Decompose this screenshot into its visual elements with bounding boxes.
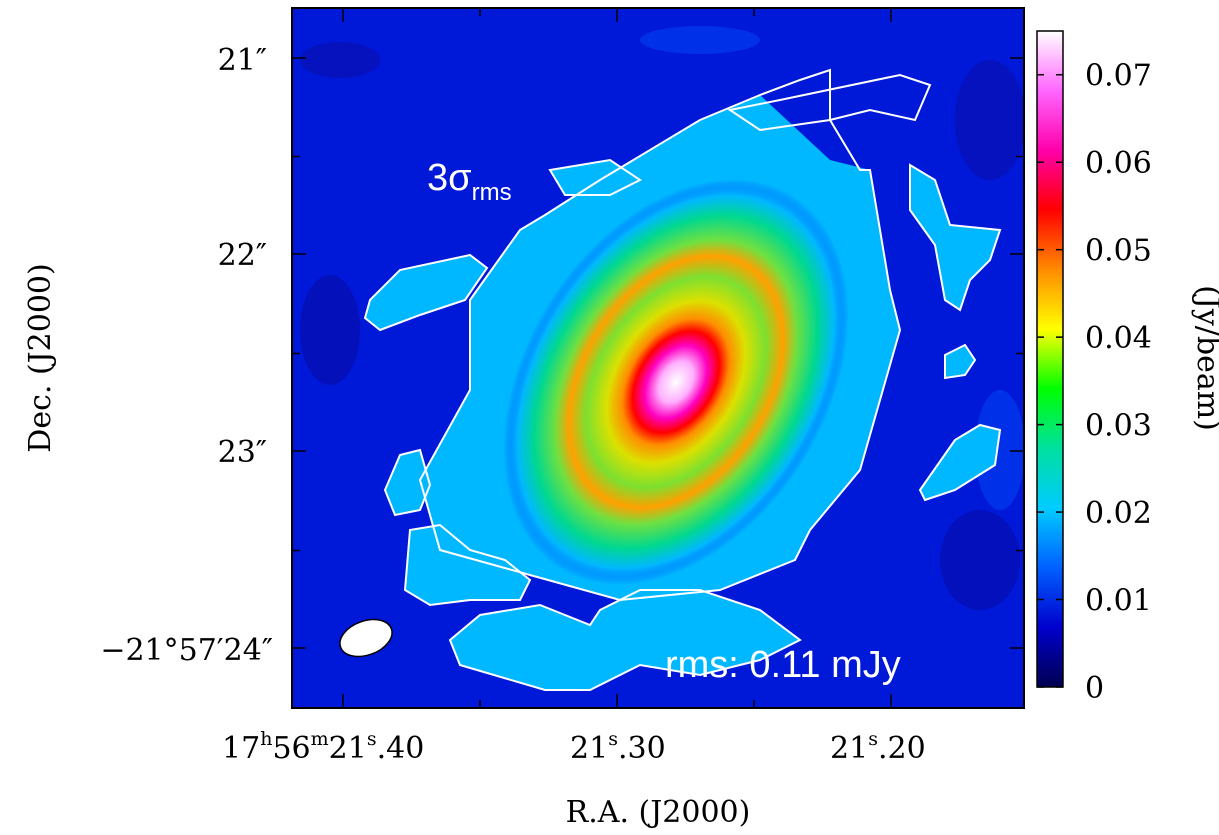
contour-region-4 — [920, 425, 1000, 500]
rms-annotation: rms: 0.11 mJy — [665, 644, 901, 686]
contour-level-annotation: 3σrms — [427, 157, 512, 206]
beam-ellipse — [339, 618, 393, 658]
colorbar-label: (Jy/beam) — [1190, 285, 1219, 431]
colorbar-tick-label: 0 — [1085, 671, 1104, 706]
colorbar-tick-label: 0.01 — [1085, 584, 1152, 619]
colorbar-tick-label: 0.03 — [1085, 409, 1152, 444]
y-tick-label: 23″ — [218, 435, 267, 470]
y-tick-label: −21°57′24″ — [100, 633, 273, 668]
colorbar-gradient — [1036, 30, 1064, 688]
axis-ticks — [292, 8, 1024, 708]
contour-3sigma — [363, 68, 1002, 691]
contour-region-7 — [450, 590, 800, 690]
x-tick-label: 21s.20 — [830, 728, 926, 766]
background-noise — [300, 26, 1024, 610]
map-panel — [292, 8, 1024, 708]
colorbar-tick-label: 0.04 — [1085, 321, 1152, 356]
colorbar-tick-label: 0.02 — [1085, 496, 1152, 531]
colorbar-tick-label: 0.07 — [1085, 59, 1152, 94]
contour-region-6 — [405, 525, 530, 605]
contour-region-3 — [910, 165, 1000, 310]
y-tick-labels: 21″ 22″ 23″ −21°57′24″ — [100, 43, 273, 668]
disk-emission — [503, 179, 849, 585]
x-tick-label: 21s.30 — [570, 728, 666, 766]
contour-region-1 — [365, 255, 487, 330]
colorbar: 0 0.01 0.02 0.03 0.04 0.05 0.06 0.07 (Jy/beam) — [1036, 30, 1219, 706]
colorbar-ticks: 0 0.01 0.02 0.03 0.04 0.05 0.06 0.07 — [1037, 59, 1152, 706]
plot-frame — [291, 7, 1025, 709]
x-tick-label: 17h56m21s.40 — [222, 728, 424, 766]
x-tick-labels: 17h56m21s.40 21s.30 21s.20 — [222, 728, 926, 766]
colorbar-tick-label: 0.06 — [1085, 146, 1152, 181]
colorbar-tick-label: 0.05 — [1085, 234, 1152, 269]
y-tick-label: 21″ — [218, 43, 267, 78]
x-axis-label: R.A. (J2000) — [566, 795, 751, 830]
y-tick-label: 22″ — [218, 238, 267, 273]
y-axis-label: Dec. (J2000) — [23, 263, 58, 452]
